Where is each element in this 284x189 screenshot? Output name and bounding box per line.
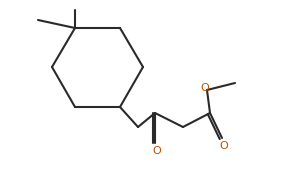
Text: O: O (220, 141, 228, 151)
Text: O: O (153, 146, 161, 156)
Text: O: O (201, 83, 209, 93)
